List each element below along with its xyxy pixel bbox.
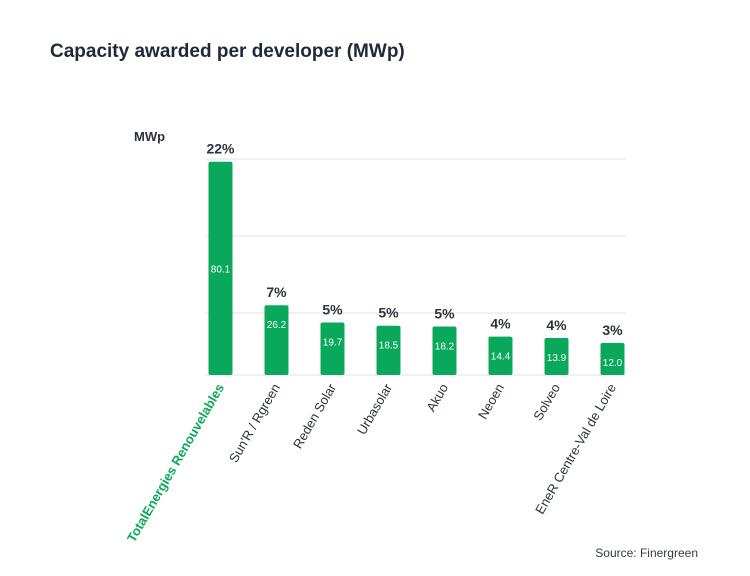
- category-label-2: Sun'R / Rgreen: [226, 381, 283, 465]
- percent-label-4: 5%: [378, 305, 399, 321]
- bar-value-label-8: 12.0: [603, 358, 623, 369]
- percent-label-5: 5%: [434, 306, 455, 322]
- percent-label-3: 5%: [322, 302, 343, 318]
- bar-4: [376, 325, 401, 375]
- bar-value-label-3: 19.7: [323, 338, 343, 349]
- bar-7: [544, 337, 569, 375]
- percent-label-8: 3%: [602, 322, 623, 338]
- percent-label-7: 4%: [546, 317, 567, 333]
- bar-value-label-2: 26.2: [267, 320, 287, 331]
- category-label-7: Solveo: [530, 381, 563, 423]
- bar-3: [320, 322, 345, 375]
- bar-8: [600, 343, 625, 375]
- bar-value-label-7: 13.9: [547, 353, 567, 364]
- bar-value-label-5: 18.2: [435, 342, 455, 353]
- bar-1: [208, 161, 233, 375]
- percent-label-6: 4%: [490, 316, 511, 332]
- category-label-6: Neoen: [475, 381, 507, 422]
- bar-5: [432, 326, 457, 375]
- category-label-5: Akuo: [423, 381, 451, 414]
- percent-label-1: 22%: [206, 141, 235, 157]
- bar-value-label-6: 14.4: [491, 352, 511, 363]
- percent-label-2: 7%: [266, 284, 287, 300]
- source-note: Source: Finergreen: [595, 546, 698, 560]
- chart-title: Capacity awarded per developer (MWp): [50, 41, 405, 62]
- bar-value-label-1: 80.1: [211, 264, 231, 275]
- category-label-3: Reden Solar: [290, 380, 339, 451]
- bar-value-label-4: 18.5: [379, 341, 399, 352]
- category-label-4: Urbasolar: [354, 380, 396, 437]
- y-axis-label: MWp: [134, 129, 165, 144]
- bar-2: [264, 305, 289, 375]
- category-label-1: TotalEnergies Renouvelables: [124, 381, 227, 545]
- bar-6: [488, 336, 513, 375]
